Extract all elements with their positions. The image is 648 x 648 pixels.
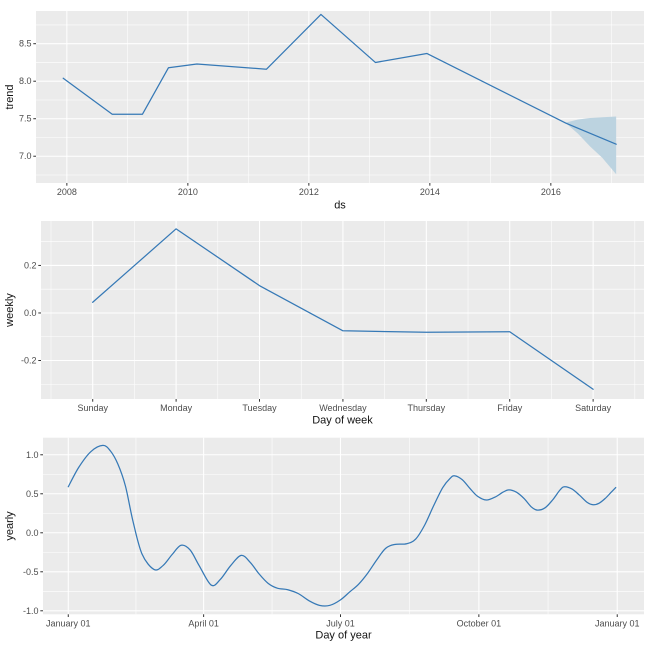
x-tick-label: July 01 [326, 618, 355, 628]
x-tick-label: 2016 [541, 187, 561, 197]
trend-chart: 2008 2010 2012 2014 2016 7.0 7.5 8.0 8.5 [19, 11, 644, 197]
y-tick-label: 1.0 [26, 450, 39, 460]
x-tick-label: 2010 [178, 187, 198, 197]
y-tick-label: 7.5 [19, 114, 32, 124]
x-tick-label: Sunday [77, 403, 108, 413]
weekly-line [92, 228, 594, 390]
x-tick-label: Saturday [575, 403, 612, 413]
trend-x-axis-title: ds [334, 200, 346, 212]
y-tick-label: 7.0 [19, 151, 32, 161]
y-tick-label: 8.0 [19, 76, 32, 86]
x-tick-label: Tuesday [242, 403, 277, 413]
x-tick-label: 2014 [420, 187, 440, 197]
weekly-x-axis-title: Day of week [312, 415, 373, 427]
y-tick-label: 0.2 [24, 260, 37, 270]
y-tick-label: -0.2 [21, 356, 37, 366]
x-tick-label: Thursday [408, 403, 446, 413]
yearly-line [67, 444, 617, 607]
x-tick-label: Monday [160, 403, 193, 413]
trend-line [62, 13, 617, 145]
trend-y-axis-title: trend [4, 84, 16, 109]
x-tick-label: January 01 [46, 618, 91, 628]
x-tick-label: April 01 [188, 618, 219, 628]
x-tick-label: Wednesday [319, 403, 367, 413]
x-tick-label: Friday [497, 403, 523, 413]
y-tick-label: 8.5 [19, 39, 32, 49]
y-tick-label: -0.5 [23, 567, 39, 577]
yearly-y-axis-title: yearly [4, 511, 16, 541]
x-tick-label: 2012 [299, 187, 319, 197]
yearly-chart: January 01 April 01 July 01 October 01 Janua… [23, 437, 644, 628]
weekly-chart: Sunday Monday Tuesday Wednesday Thursday Frid… [21, 221, 644, 413]
trend-panel-background [36, 11, 644, 183]
x-tick-label: October 01 [457, 618, 502, 628]
x-tick-label: 2008 [57, 187, 77, 197]
yearly-x-axis-title: Day of year [315, 630, 372, 642]
y-tick-label: -1.0 [23, 606, 39, 616]
trend-uncertainty-band [565, 116, 617, 175]
y-tick-label: 0.0 [26, 528, 39, 538]
yearly-panel-background [43, 437, 644, 615]
y-tick-label: 0.0 [24, 308, 37, 318]
y-tick-label: 0.5 [26, 489, 39, 499]
x-tick-label: January 01 [595, 618, 640, 628]
weekly-y-axis-title: weekly [4, 293, 16, 328]
